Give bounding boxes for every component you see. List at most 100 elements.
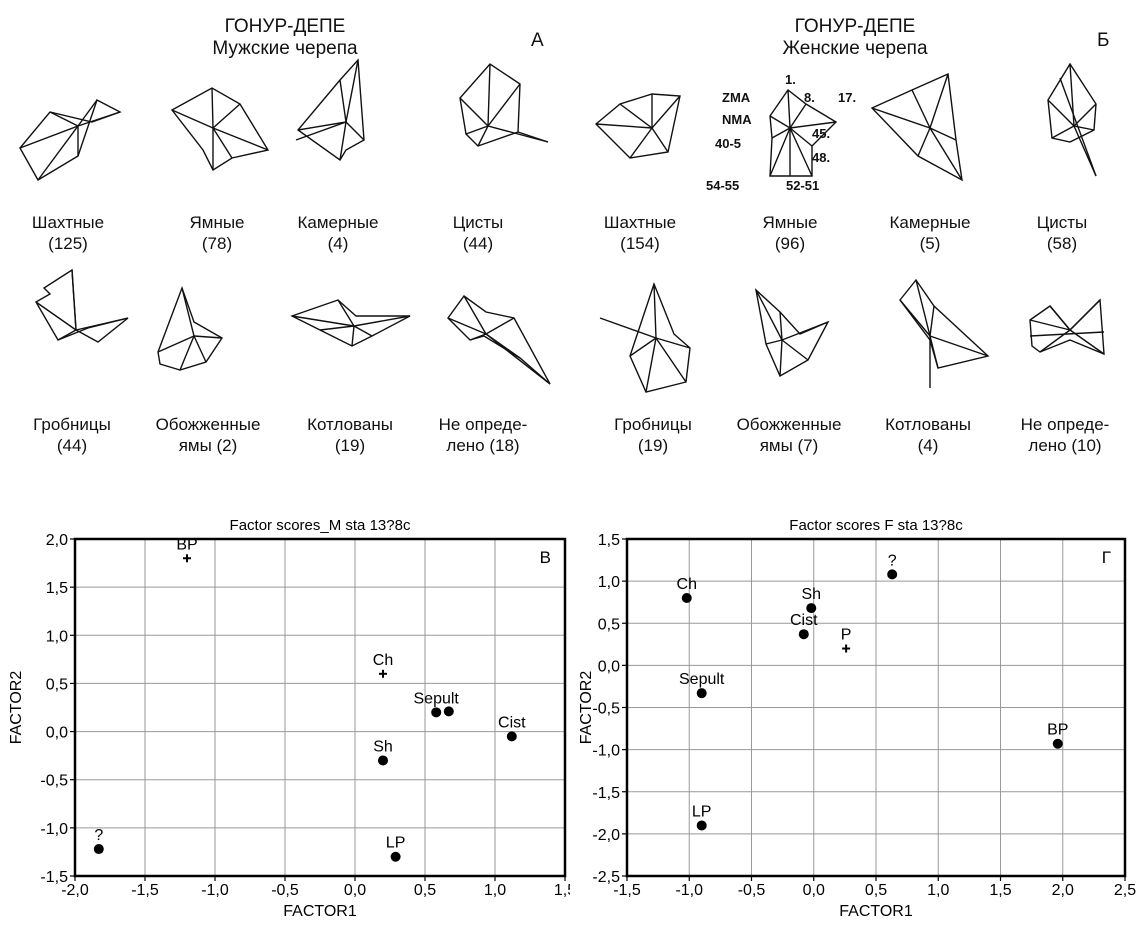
data-point-label: Sepult <box>414 690 460 707</box>
caption-name: Гробницы <box>614 415 692 434</box>
y-tick-label: -0,5 <box>592 701 620 718</box>
data-point-label: Sh <box>801 586 821 603</box>
caption-name: Ямные <box>762 213 818 232</box>
caption-m-5: Гробницы (44) <box>0 414 147 456</box>
glyph-f-tomb <box>599 281 691 393</box>
y-tick-label: 2,0 <box>46 532 68 549</box>
panel-b-title-line1: ГОНУР-ДЕПЕ <box>794 16 916 37</box>
caption-count: (44) <box>56 436 88 455</box>
caption-count: (19) <box>637 436 669 455</box>
caption-count: (5) <box>919 234 941 253</box>
caption-name: Камерные <box>889 213 971 232</box>
y-tick-label: 0,0 <box>46 725 68 742</box>
caption-name: Шахтные <box>603 213 677 232</box>
glyph-f-cist <box>1047 62 1097 177</box>
glyph-m-pitfoundation <box>290 299 411 347</box>
caption-count: ямы (7) <box>759 436 819 455</box>
x-axis-label: FACTOR1 <box>839 903 913 920</box>
caption-m-7: Котлованы (19) <box>275 414 425 456</box>
y-tick-label: -1,0 <box>40 821 68 838</box>
caption-name: Гробницы <box>33 415 111 434</box>
data-point-plus <box>842 644 851 653</box>
data-point-label: BP <box>176 536 197 553</box>
caption-count: (44) <box>462 234 494 253</box>
scatter-chart-male: Factor scores_M sta 13?8c-2,0 -1,5 -1,0 -0,… <box>8 517 570 920</box>
data-point <box>1052 738 1063 749</box>
caption-m-6: Обожженные ямы (2) <box>133 414 283 456</box>
data-point <box>431 707 442 718</box>
data-point <box>378 755 388 766</box>
x-tick-label: -0,5 <box>738 882 766 899</box>
data-point-label: Sh <box>373 738 393 755</box>
caption-m-4: Цисты (44) <box>403 212 553 254</box>
glyph-m-pit <box>170 87 270 172</box>
x-tick-label: 1,5 <box>989 882 1011 899</box>
panel-a-title-line1: ГОНУР-ДЕПЕ <box>224 16 346 37</box>
plot-frame <box>73 537 567 878</box>
y-tick-label: 1,5 <box>598 532 620 549</box>
data-point <box>798 629 809 640</box>
data-point-plus <box>379 669 387 678</box>
x-tick-label: -1,5 <box>613 882 641 899</box>
x-tick-label: 0,5 <box>414 882 436 899</box>
caption-count: лено (10) <box>1028 436 1102 455</box>
data-point-label: ? <box>94 827 103 844</box>
caption-count: (125) <box>48 234 88 253</box>
chart-title: Factor scores F sta 13?8c <box>789 517 963 534</box>
y-axis-label: FACTOR2 <box>578 671 595 745</box>
data-point <box>806 603 817 614</box>
panel-a-title-line2: Мужские черепа <box>212 38 358 59</box>
y-tick-label: -2,0 <box>592 827 620 844</box>
y-tick-label: 1,0 <box>46 628 68 645</box>
caption-name: Котлованы <box>307 415 393 434</box>
y-tick-label: -2,5 <box>592 869 620 886</box>
glyph-f-pit <box>769 88 838 177</box>
var-label-8: 8. <box>804 90 815 105</box>
caption-m-8: Не опреде-лено (18) <box>408 414 558 456</box>
x-axis-label: FACTOR1 <box>283 903 357 920</box>
caption-count: (4) <box>327 234 349 253</box>
panel-a-letter: А <box>531 30 544 51</box>
y-axis-label: FACTOR2 <box>8 671 25 745</box>
var-label-48: 48. <box>812 150 831 165</box>
y-tick-label: 0,5 <box>46 676 68 693</box>
y-tick-label: 0,5 <box>598 616 620 633</box>
data-point <box>696 820 707 831</box>
caption-count: лено (18) <box>446 436 520 455</box>
data-point-label: ? <box>888 552 897 569</box>
var-label-17: 17. <box>838 90 857 105</box>
data-point-label: LP <box>386 835 406 852</box>
x-tick-label: -0,5 <box>271 882 299 899</box>
caption-count: (58) <box>1046 234 1078 253</box>
caption-f-2: Ямные (96) <box>715 212 865 254</box>
x-tick-label: 1,5 <box>554 882 570 899</box>
y-tick-label: -1,5 <box>592 785 620 802</box>
y-tick-label: 1,0 <box>598 574 620 591</box>
caption-count: (19) <box>334 436 366 455</box>
x-tick-label: 1,0 <box>927 882 949 899</box>
panel-b-title: ГОНУР-ДЕПЕ Женские черепа <box>740 16 970 60</box>
caption-f-8: Не опреде-лено (10) <box>990 414 1140 456</box>
var-label-45: 45. <box>812 126 831 141</box>
caption-count: (78) <box>201 234 233 253</box>
glyph-m-burnt <box>157 285 223 371</box>
caption-name: Цисты <box>452 213 504 232</box>
x-tick-label: -1,5 <box>131 882 159 899</box>
glyph-f-chamber <box>870 72 963 182</box>
x-tick-label: -1,0 <box>675 882 703 899</box>
data-point <box>887 569 898 580</box>
glyph-m-shaft <box>19 99 122 181</box>
glyph-m-tomb <box>35 268 129 343</box>
var-label-zma: ZMA <box>722 90 751 105</box>
glyph-drawings <box>19 58 1105 393</box>
data-point <box>443 706 454 717</box>
caption-name: Шахтные <box>31 213 105 232</box>
caption-name: Не опреде- <box>438 415 528 434</box>
glyph-f-undefined <box>1029 298 1105 356</box>
var-label-nma: NMA <box>722 112 752 127</box>
chart-panel-letter: Г <box>1102 548 1111 567</box>
data-point-plus <box>183 554 191 563</box>
caption-name: Обожженные <box>155 415 261 434</box>
data-point-label: BP <box>1047 722 1068 739</box>
data-point-label: Ch <box>677 576 697 593</box>
